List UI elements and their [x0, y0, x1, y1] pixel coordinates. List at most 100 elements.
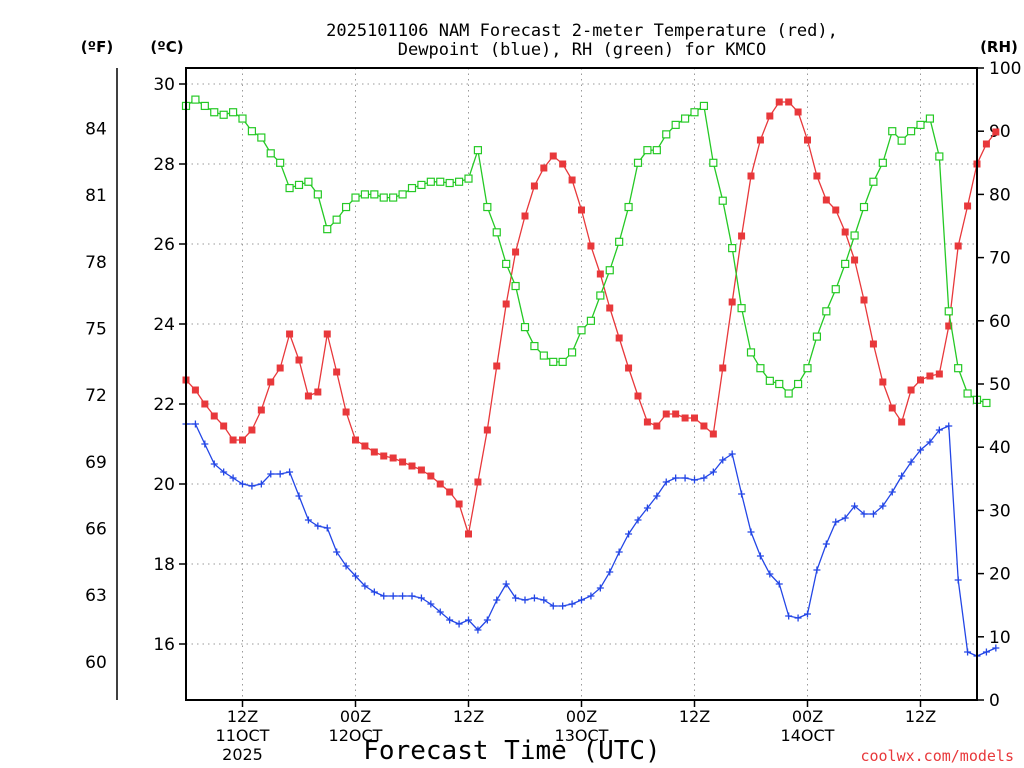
- rh-point: [351, 193, 360, 202]
- dewpoint-point: [361, 582, 369, 590]
- temperature-point: [493, 362, 501, 370]
- rh-point: [888, 127, 897, 136]
- rh-point: [662, 130, 671, 139]
- rh-point: [379, 193, 388, 202]
- temperature-point: [380, 452, 388, 460]
- rh-point: [718, 196, 727, 205]
- rh-tick-label: 50: [989, 375, 1011, 395]
- rh-point: [869, 177, 878, 186]
- temperature-point: [785, 98, 793, 106]
- rh-point: [417, 180, 426, 190]
- temperature-point: [634, 392, 642, 400]
- temperature-point: [672, 410, 680, 418]
- temperature-point: [333, 368, 341, 376]
- rh-point: [756, 364, 765, 373]
- dewpoint-point: [917, 446, 924, 454]
- temperature-point: [851, 256, 859, 264]
- dewpoint-point: [587, 592, 595, 600]
- temperature-point: [276, 364, 284, 372]
- gridlines: [186, 68, 977, 700]
- rh-point: [483, 202, 492, 212]
- temperature-point: [248, 426, 256, 434]
- fahrenheit-axis: 60 63 66 69 72 75 78 81 84: [85, 119, 107, 672]
- dewpoint-point: [370, 588, 378, 596]
- temperature-point: [455, 500, 463, 508]
- rh-point: [398, 190, 407, 199]
- rh-tick-label: 80: [989, 185, 1011, 205]
- dewpoint-point: [879, 502, 887, 510]
- dewpoint-point: [945, 422, 953, 430]
- dewpoint-line: [186, 423, 997, 657]
- x-axis-title: Forecast Time (UTC): [363, 736, 660, 766]
- x-tick-label: 12Z: [453, 707, 484, 726]
- dewpoint-point: [408, 592, 416, 600]
- dewpoint-point: [286, 468, 294, 476]
- rh-point: [200, 101, 209, 111]
- dewpoint-point: [220, 468, 228, 476]
- dewpoint-point: [804, 610, 811, 618]
- temperature-point: [822, 196, 830, 204]
- temperature-point: [832, 206, 840, 214]
- dewpoint-point: [333, 548, 341, 556]
- temperature-point: [653, 422, 661, 430]
- celsius-tick-label: 26: [153, 235, 175, 255]
- temperature-point: [681, 414, 689, 422]
- rh-point: [191, 95, 200, 104]
- temperature-point: [700, 422, 708, 430]
- dewpoint-point: [304, 516, 312, 524]
- rh-point: [690, 108, 699, 117]
- dewpoint-point: [455, 620, 463, 628]
- rh-tick-label: 30: [989, 501, 1011, 521]
- dewpoint-point: [625, 530, 633, 538]
- rh-point: [492, 228, 501, 237]
- dewpoint-point: [276, 470, 284, 478]
- rh-tick-label: 10: [989, 628, 1011, 648]
- rh-point: [680, 114, 690, 123]
- temperature-point: [728, 298, 736, 306]
- rh-point: [831, 285, 840, 294]
- series-dewpoint: [182, 420, 1000, 660]
- dewpoint-point: [785, 612, 793, 620]
- dewpoint-point: [700, 474, 708, 482]
- dewpoint-point: [935, 426, 943, 434]
- rh-point: [859, 202, 869, 212]
- rh-tick-label: 70: [989, 249, 1011, 269]
- rh-point: [323, 225, 332, 234]
- dewpoint-point: [615, 548, 623, 556]
- dewpoint-point: [709, 468, 717, 476]
- temperature-point: [323, 330, 331, 338]
- rh-point: [878, 158, 887, 167]
- x-tick-label: 00Z: [566, 707, 597, 726]
- fahrenheit-tick-label: 63: [85, 586, 107, 606]
- temperature-point: [474, 478, 482, 486]
- rh-point: [577, 326, 586, 335]
- temperature-point: [964, 202, 972, 210]
- temperature-point: [766, 112, 774, 120]
- temperature-point: [295, 356, 303, 364]
- dewpoint-point: [446, 616, 454, 624]
- dewpoint-point: [898, 472, 906, 480]
- rh-point: [643, 146, 652, 155]
- fahrenheit-tick-label: 69: [85, 453, 107, 473]
- temperature-point: [888, 404, 896, 412]
- temperature-point: [860, 296, 868, 304]
- rh-line: [185, 98, 987, 404]
- rh-tick-label: 40: [989, 438, 1011, 458]
- rh-axis: 0 10 20 30 40 50 60 70 80 90 100: [977, 59, 1021, 711]
- rh-point: [699, 101, 709, 111]
- rh-unit-label: (RH): [980, 38, 1018, 56]
- dewpoint-point: [691, 476, 698, 484]
- rh-point: [906, 127, 916, 136]
- temperature-point: [615, 334, 623, 342]
- dewpoint-point: [869, 510, 877, 518]
- rh-point: [944, 307, 953, 316]
- temperature-point: [210, 412, 218, 420]
- dewpoint-point: [747, 528, 755, 536]
- plot-frame: [185, 67, 978, 701]
- rh-point: [445, 178, 454, 188]
- dewpoint-point: [822, 540, 830, 548]
- dewpoint-point: [521, 596, 529, 604]
- celsius-tick-label: 28: [153, 155, 175, 175]
- temperature-point: [841, 228, 849, 236]
- temperature-point: [314, 388, 322, 396]
